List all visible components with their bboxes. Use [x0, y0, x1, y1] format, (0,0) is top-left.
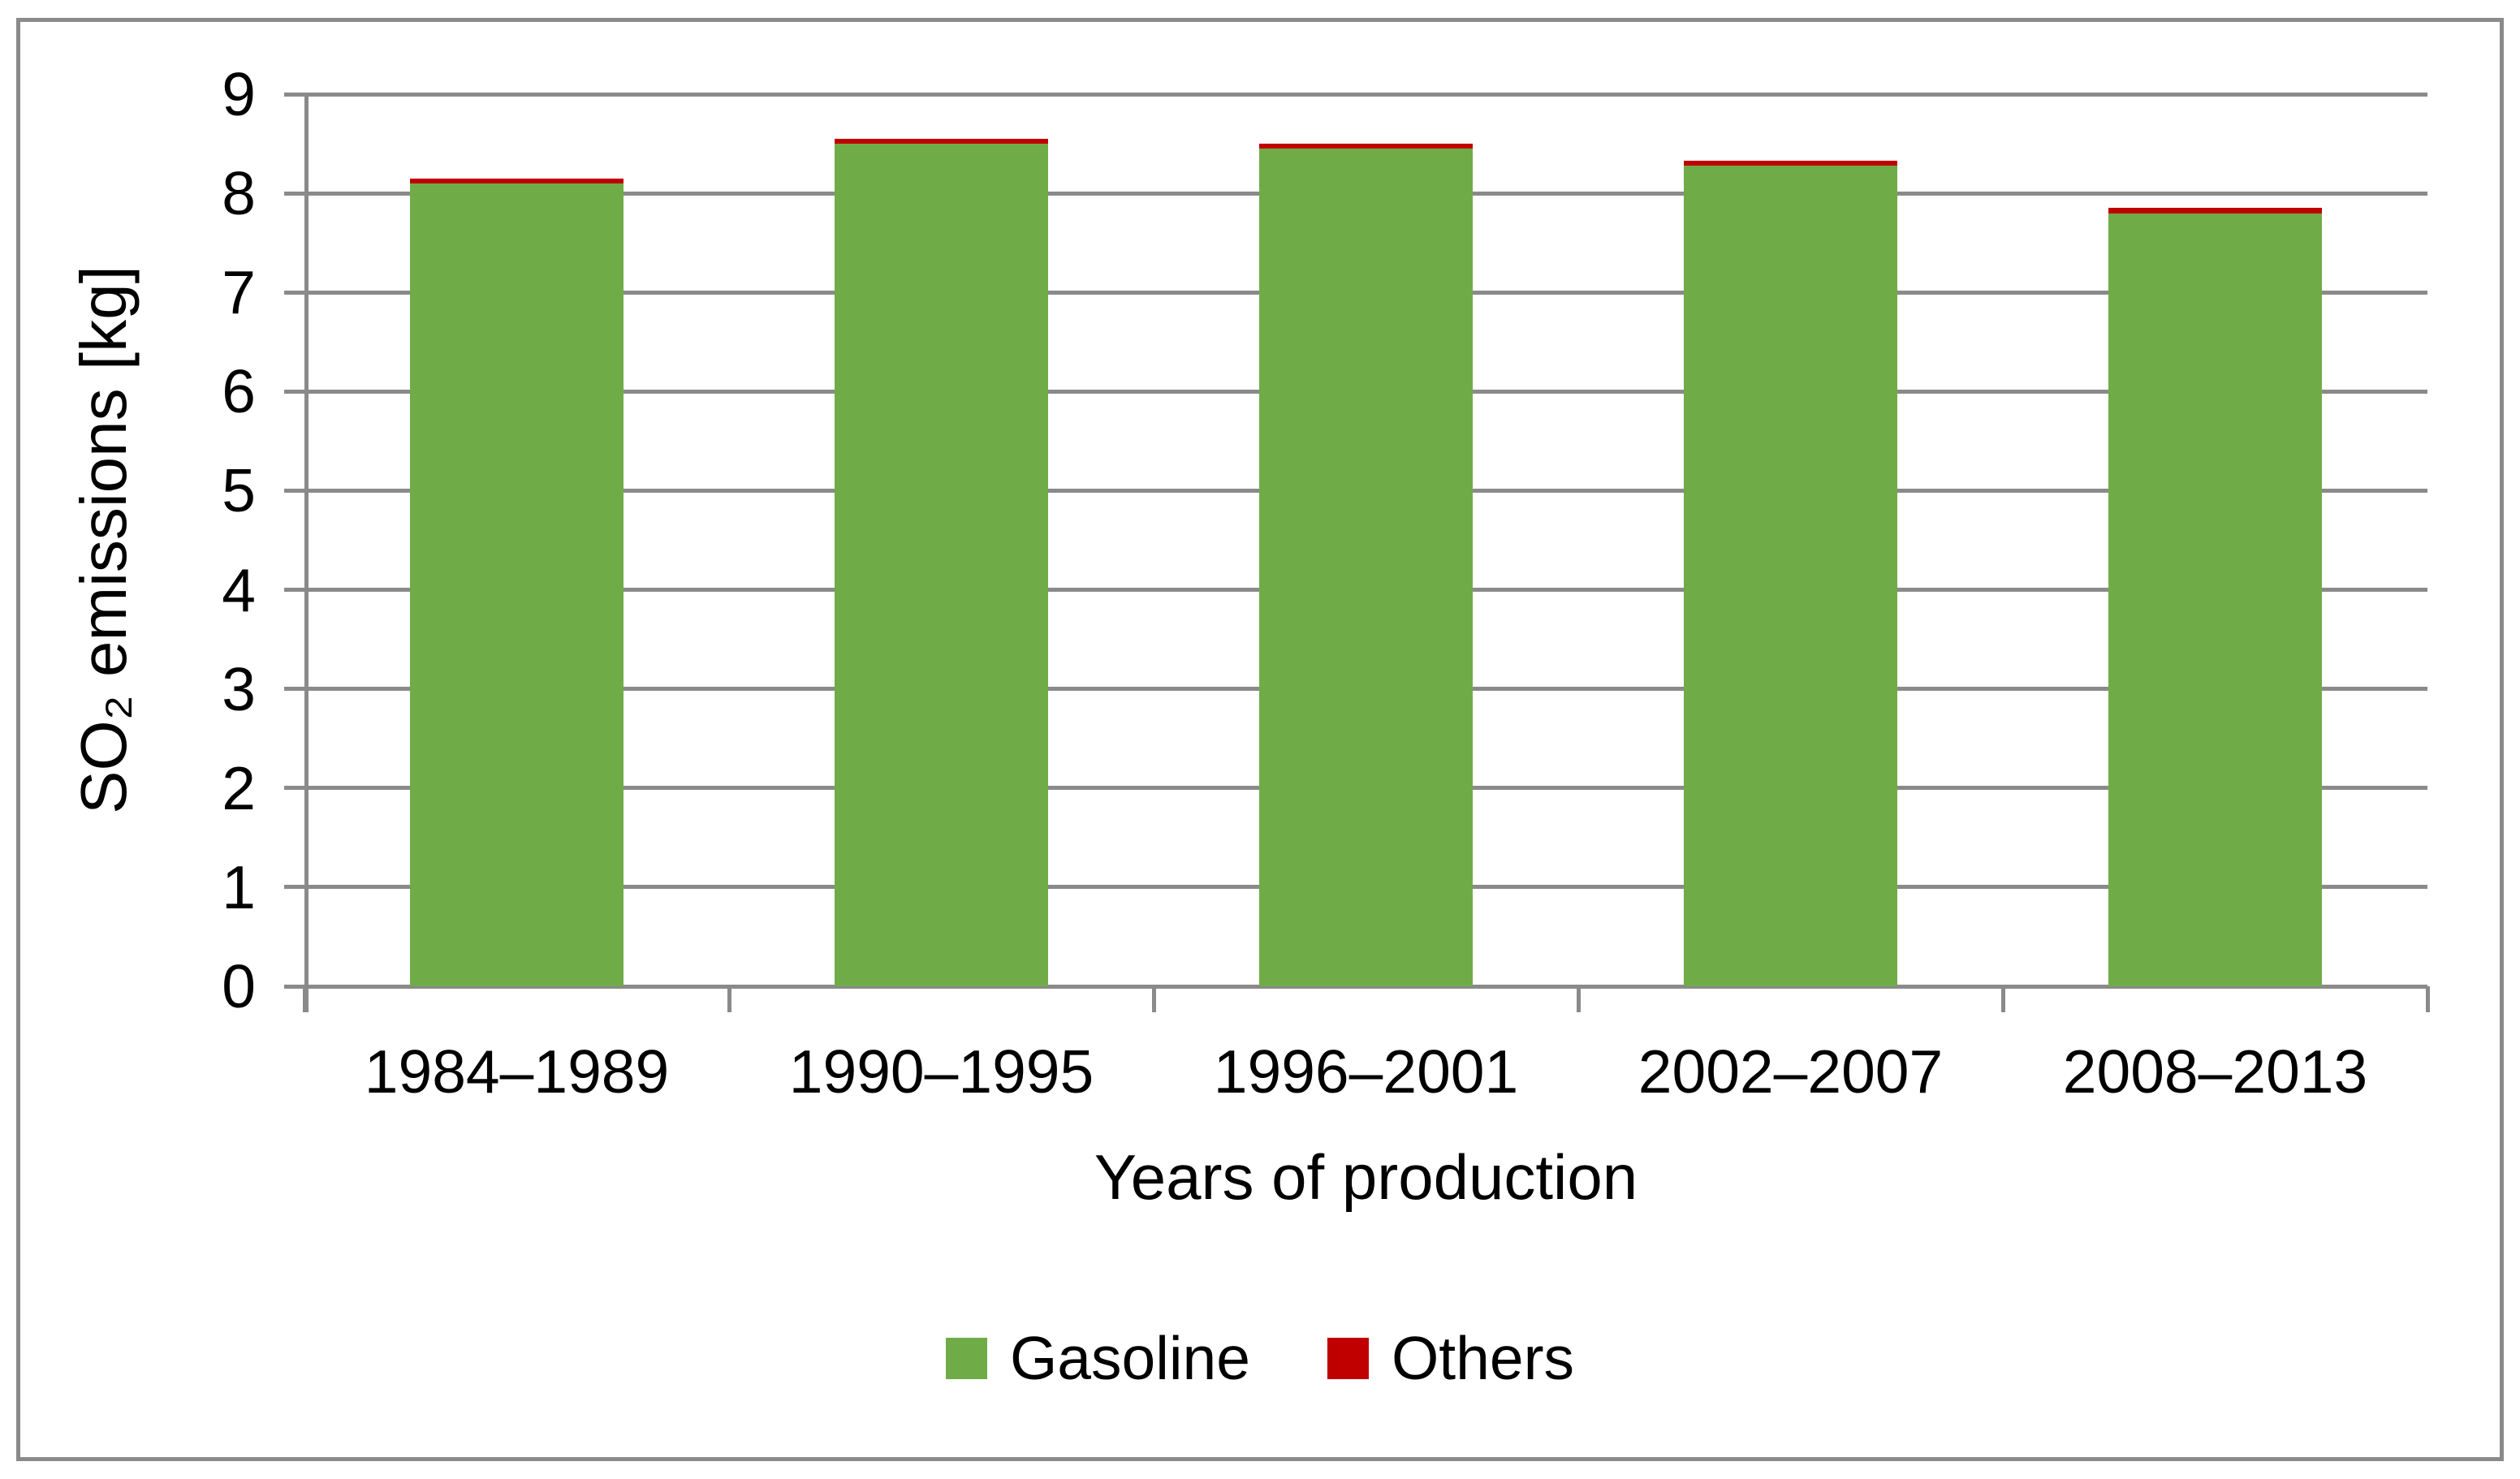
x-category-label: 1996–2001 — [1213, 1037, 1519, 1106]
y-tick-label: 4 — [222, 555, 256, 624]
x-tick-mark — [727, 986, 731, 1012]
bar-segment-gasoline — [835, 144, 1048, 986]
x-tick-mark — [2425, 986, 2430, 1012]
y-tick-label: 1 — [222, 852, 256, 921]
legend-item-gasoline: Gasoline — [945, 1323, 1250, 1392]
y-axis-line — [304, 94, 309, 1012]
y-tick-mark — [284, 191, 304, 196]
bar-segment-others — [410, 178, 624, 183]
x-tick-mark — [302, 986, 307, 1012]
chart-outer-border — [16, 18, 2504, 1461]
y-tick-mark — [284, 687, 304, 692]
x-axis-title: Years of production — [1094, 1141, 1638, 1213]
gridline — [304, 984, 2427, 989]
bar-segment-gasoline — [410, 183, 624, 986]
y-tick-mark — [284, 786, 304, 791]
y-tick-label: 5 — [222, 456, 256, 525]
bar-segment-others — [835, 138, 1048, 144]
y-tick-mark — [284, 984, 304, 989]
bar-segment-gasoline — [1259, 149, 1473, 986]
bar-segment-gasoline — [2108, 213, 2322, 986]
y-axis-title: SO₂ emissions [kg] — [67, 265, 140, 814]
x-category-label: 2008–2013 — [2062, 1037, 2368, 1106]
y-tick-label: 0 — [222, 952, 256, 1020]
plot-area — [304, 92, 2427, 989]
y-tick-mark — [284, 389, 304, 394]
y-tick-mark — [284, 290, 304, 295]
x-category-label: 1990–1995 — [788, 1037, 1094, 1106]
y-tick-mark — [284, 92, 304, 97]
x-category-label: 2002–2007 — [1638, 1037, 1944, 1106]
y-tick-mark — [284, 488, 304, 493]
x-tick-mark — [2000, 986, 2005, 1012]
y-tick-label: 3 — [222, 654, 256, 723]
legend-swatch-gasoline — [945, 1337, 987, 1379]
legend-label: Others — [1391, 1323, 1575, 1392]
y-tick-mark — [284, 588, 304, 593]
legend-item-others: Others — [1327, 1323, 1575, 1392]
legend-label: Gasoline — [1009, 1323, 1250, 1392]
y-tick-label: 9 — [222, 60, 256, 128]
x-category-label: 1984–1989 — [364, 1037, 670, 1106]
bar-segment-gasoline — [1684, 165, 1897, 986]
legend-swatch-others — [1327, 1337, 1369, 1379]
y-tick-label: 8 — [222, 159, 256, 228]
y-tick-mark — [284, 885, 304, 890]
legend: Gasoline Others — [0, 1323, 2520, 1392]
bar-segment-others — [1684, 160, 1897, 166]
gridline — [304, 92, 2427, 97]
x-tick-mark — [1576, 986, 1581, 1012]
y-tick-label: 6 — [222, 357, 256, 426]
y-tick-label: 7 — [222, 258, 256, 327]
bar-segment-others — [1259, 144, 1473, 149]
y-tick-label: 2 — [222, 753, 256, 822]
x-tick-mark — [1151, 986, 1156, 1012]
bar-segment-others — [2108, 208, 2322, 213]
